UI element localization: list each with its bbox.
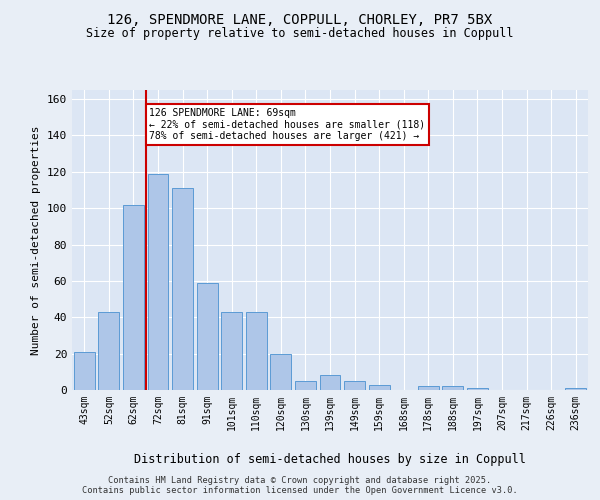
Bar <box>467 388 488 390</box>
Bar <box>197 282 218 390</box>
Bar <box>442 386 463 390</box>
Text: Contains HM Land Registry data © Crown copyright and database right 2025.
Contai: Contains HM Land Registry data © Crown c… <box>82 476 518 495</box>
Bar <box>246 312 267 390</box>
Bar <box>418 386 439 390</box>
Bar <box>172 188 193 390</box>
Text: 126, SPENDMORE LANE, COPPULL, CHORLEY, PR7 5BX: 126, SPENDMORE LANE, COPPULL, CHORLEY, P… <box>107 12 493 26</box>
Text: Size of property relative to semi-detached houses in Coppull: Size of property relative to semi-detach… <box>86 28 514 40</box>
Text: Distribution of semi-detached houses by size in Coppull: Distribution of semi-detached houses by … <box>134 452 526 466</box>
Bar <box>565 388 586 390</box>
Bar <box>344 381 365 390</box>
Bar <box>368 384 389 390</box>
Bar <box>74 352 95 390</box>
Bar <box>320 376 340 390</box>
Y-axis label: Number of semi-detached properties: Number of semi-detached properties <box>31 125 41 355</box>
Bar <box>221 312 242 390</box>
Text: 126 SPENDMORE LANE: 69sqm
← 22% of semi-detached houses are smaller (118)
78% of: 126 SPENDMORE LANE: 69sqm ← 22% of semi-… <box>149 108 425 142</box>
Bar <box>148 174 169 390</box>
Bar <box>271 354 292 390</box>
Bar <box>295 381 316 390</box>
Bar <box>98 312 119 390</box>
Bar <box>123 204 144 390</box>
